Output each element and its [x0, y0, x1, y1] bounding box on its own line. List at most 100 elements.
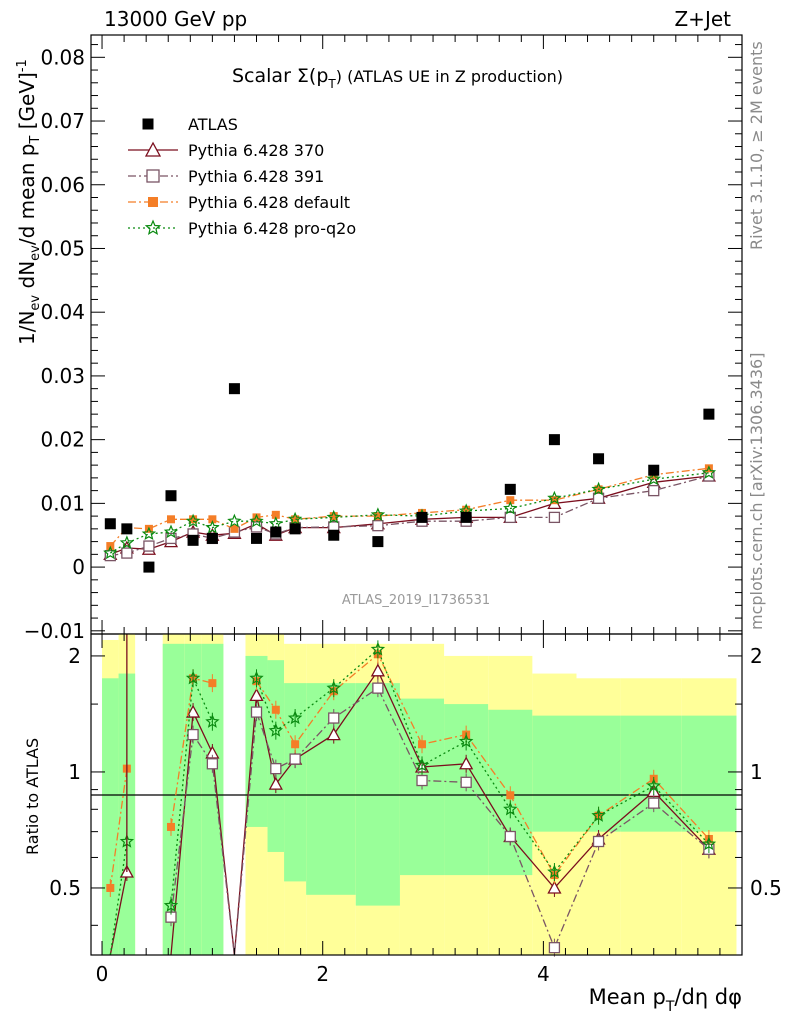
ratio-series-line — [109, 871, 128, 956]
main-series-line — [109, 472, 709, 554]
ratio-series-line — [170, 675, 213, 906]
ratio-series-line — [170, 687, 710, 956]
ratio-band-green — [267, 660, 285, 852]
atlas-data-point — [648, 464, 660, 476]
ratio-y-tick-label: 0.5 — [49, 876, 81, 900]
side-text-top: Rivet 3.1.10, ≥ 2M events — [747, 41, 766, 250]
atlas-data-point — [187, 534, 199, 546]
ratio-series-point — [701, 836, 717, 851]
ratio-y-tick-label-right: 2 — [750, 644, 763, 668]
main-y-tick-label: −0.01 — [24, 619, 85, 643]
legend: ATLAS Pythia 6.428 370 Pythia 6.428 391 Pyt… — [128, 115, 356, 238]
ratio-y-label: Ratio to ATLAS — [23, 738, 42, 855]
ratio-series-line — [109, 768, 128, 889]
legend-marker — [146, 169, 160, 183]
atlas-data-point — [206, 532, 218, 544]
ratio-series-point — [289, 753, 301, 765]
ratio-series-point — [326, 727, 341, 741]
ratio-series-point — [291, 740, 300, 749]
main-series-point — [287, 511, 303, 526]
main-series-point — [165, 532, 177, 545]
atlas-data-point — [251, 532, 263, 544]
ratio-series-point — [416, 774, 428, 787]
main-series-line — [110, 475, 710, 557]
legend-marker — [148, 197, 158, 207]
main-series-point — [249, 513, 264, 528]
atlas-data-point — [228, 383, 240, 395]
main-series-point — [701, 465, 717, 479]
ratio-series-point — [268, 723, 283, 737]
main-y-tick-label: 0.02 — [40, 428, 85, 452]
ratio-series-point — [163, 898, 179, 912]
ratio-band-green — [532, 715, 577, 832]
ratio-series-point — [591, 808, 606, 822]
ratio-band-green — [162, 643, 185, 955]
main-y-label: 1/Nev dNev/d mean pT [GeV]-1 — [15, 59, 43, 345]
main-series-point — [143, 540, 155, 552]
main-y-tick-label: 0.04 — [40, 300, 85, 324]
main-y-tick-label: 0.03 — [40, 364, 85, 388]
plot-title: Scalar Σ(pT) (ATLAS UE in Z production) — [232, 65, 563, 91]
main-y-tick-label: 0.07 — [40, 109, 85, 133]
atlas-data-point — [104, 518, 116, 530]
main-y-tick-label: 0.01 — [40, 491, 85, 515]
main-series-point — [326, 509, 342, 524]
main-series-point — [591, 481, 606, 496]
ratio-band-green — [355, 683, 400, 906]
main-series-point — [208, 515, 217, 524]
ratio-series-point — [106, 883, 115, 892]
main-series-line — [109, 467, 709, 547]
ratio-y-tick-label-right: 0.5 — [750, 876, 782, 900]
atlas-data-point — [143, 561, 155, 573]
main-series-point — [648, 484, 660, 497]
legend-label: Pythia 6.428 pro-q2o — [188, 219, 356, 238]
main-panel: −0.01 0 0.01 0.02 0.03 0.04 0.05 0.06 0.07 0.08 S… — [15, 34, 743, 643]
ratio-series-line — [255, 653, 710, 877]
ratio-band-green — [284, 683, 307, 882]
main-series-point — [121, 547, 133, 559]
ratio-series-point — [458, 733, 474, 748]
ratio-x-tick-label: 4 — [537, 962, 550, 986]
ratio-band-green — [620, 715, 682, 832]
main-series-point — [548, 511, 561, 524]
ratio-y-tick-label: 2 — [68, 644, 81, 668]
main-series-point — [462, 505, 471, 514]
atlas-data-point — [504, 483, 516, 495]
ratio-band-green — [201, 643, 224, 955]
ratio-series-point — [328, 712, 340, 724]
atlas-data-point — [548, 434, 560, 446]
atlas-data-point — [270, 526, 282, 538]
plot-title-tail: ) (ATLAS UE in Z production) — [336, 67, 563, 86]
ratio-series-point — [205, 714, 220, 728]
ratio-series-point — [506, 791, 515, 800]
main-y-tick-label: 0.05 — [40, 236, 85, 260]
main-series-point — [372, 520, 384, 532]
ratio-band-green — [102, 678, 119, 955]
legend-label: Pythia 6.428 391 — [188, 167, 324, 186]
main-series-point — [271, 510, 280, 519]
main-series-point — [547, 490, 562, 505]
main-y-tick-label: 0.08 — [40, 45, 85, 69]
ratio-series-point — [287, 710, 303, 725]
ratio-series-point — [208, 679, 217, 688]
ratio-series-line — [255, 648, 710, 874]
ratio-series-point — [648, 797, 660, 809]
ratio-x-tick-label: 0 — [96, 962, 109, 986]
ratio-series-point — [646, 778, 661, 793]
atlas-data-point — [121, 523, 133, 535]
ratio-series-point — [370, 663, 385, 677]
x-axis-label: Mean pT/dη dφ — [589, 985, 742, 1015]
ratio-series-point — [250, 706, 263, 718]
ratio-series-point — [547, 864, 562, 879]
legend-atlas-label: ATLAS — [188, 115, 238, 134]
ratio-series-line — [109, 841, 128, 956]
ratio-series-point — [504, 830, 516, 843]
main-series-line — [110, 475, 709, 555]
ratio-series-point — [414, 757, 430, 772]
ratio-series-point — [185, 670, 201, 685]
main-series-point — [119, 535, 135, 549]
main-series-point — [141, 526, 157, 541]
ratio-series-point — [370, 641, 386, 656]
atlas-data-point — [460, 511, 472, 523]
ratio-series-point — [460, 776, 472, 788]
